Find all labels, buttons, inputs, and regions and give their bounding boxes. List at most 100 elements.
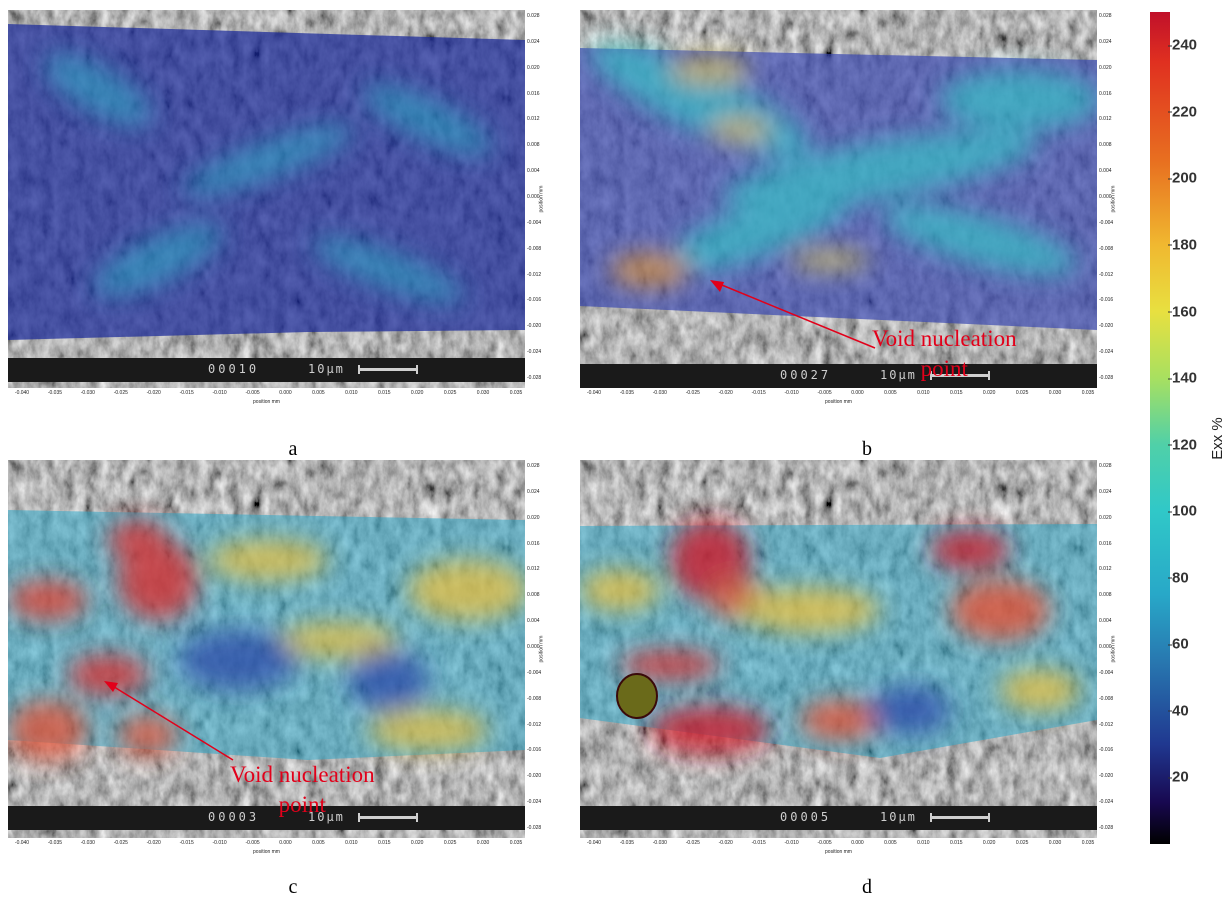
- x-tick-label: -0.040: [14, 390, 30, 396]
- sem-info-bar: 00027 10μm: [580, 364, 1097, 388]
- scale-bar: [930, 371, 990, 380]
- x-tick-label: 0.020: [982, 840, 996, 846]
- y-tick-label: -0.020: [527, 773, 542, 780]
- x-tick-label: -0.025: [113, 840, 128, 846]
- y-tick-label: 0.000: [1099, 194, 1112, 200]
- x-tick-label: 0.000: [851, 840, 864, 846]
- x-tick-label: -0.035: [619, 840, 635, 846]
- x-tick-label: -0.030: [652, 390, 667, 396]
- y-tick-label: 0.016: [527, 90, 540, 97]
- colorbar-tick-label: 140: [1167, 369, 1198, 387]
- y-tick-label: 0.008: [1099, 592, 1112, 599]
- x-axis-a: position mm -0.040 -0.035 -0.030 -0.025 -0.02…: [8, 388, 525, 410]
- y-tick-label: 0.028: [527, 463, 540, 469]
- colorbar: [1150, 12, 1170, 844]
- y-tick-label: 0.012: [527, 566, 540, 573]
- y-tick-label: -0.028: [1099, 375, 1114, 381]
- x-tick-label: -0.015: [751, 840, 766, 846]
- y-tick-label: 0.004: [527, 168, 540, 175]
- x-tick-label: -0.025: [685, 390, 700, 396]
- x-tick-label: -0.015: [179, 840, 194, 846]
- y-tick-label: 0.028: [1099, 13, 1112, 19]
- y-tick-label: -0.024: [527, 799, 542, 806]
- sem-image-c: 00003 10μm Void nucleation point: [8, 460, 525, 838]
- sem-image-a: 00010 10μm: [8, 10, 525, 388]
- scale-label: 10μm: [308, 810, 345, 824]
- y-tick-label: -0.020: [527, 323, 542, 330]
- annotation-line: point: [278, 792, 326, 817]
- x-tick-label: -0.010: [784, 840, 799, 846]
- panel-caption: a: [288, 438, 298, 460]
- y-axis-b: position mm 0.028 0.024 0.020 0.016 0.012 0.00…: [1097, 10, 1127, 388]
- y-tick-label: -0.020: [1099, 323, 1114, 330]
- scale-label: 10μm: [880, 810, 917, 824]
- colorbar-label: Exx %: [1208, 417, 1226, 460]
- x-tick-label: -0.035: [47, 840, 63, 846]
- y-tick-label: 0.020: [527, 514, 540, 521]
- panel-caption: d: [862, 876, 872, 898]
- x-tick-label: -0.025: [685, 840, 700, 846]
- x-tick-label: 0.030: [1048, 390, 1062, 396]
- x-tick-label: -0.005: [245, 840, 260, 846]
- y-tick-label: -0.016: [1099, 747, 1114, 754]
- y-tick-label: -0.004: [527, 669, 542, 676]
- colorbar-tick-label: 80: [1168, 569, 1189, 587]
- x-tick-label: -0.010: [212, 840, 227, 846]
- x-tick-label: -0.020: [718, 390, 733, 396]
- y-tick-label: -0.012: [527, 271, 542, 278]
- annotation-line: point: [920, 356, 968, 381]
- x-tick-label: 0.015: [378, 840, 391, 846]
- x-tick-label: 0.015: [950, 840, 963, 846]
- x-tick-label: 0.025: [443, 390, 457, 396]
- annotation-line: Void nucleation: [230, 762, 375, 787]
- y-tick-label: -0.016: [527, 747, 542, 754]
- sem-texture: [8, 460, 525, 838]
- x-tick-label: -0.020: [146, 390, 161, 396]
- colorbar-ticks: 240 220 200 180 160 140 120 100 80 60 40 20: [1167, 12, 1202, 844]
- x-tick-label: 0.010: [345, 390, 358, 396]
- scale-label: 10μm: [880, 368, 917, 382]
- annotation-arrow: [104, 681, 234, 761]
- x-axis-d: position mm -0.040 -0.035 -0.030 -0.025 -0.02…: [580, 838, 1097, 860]
- x-tick-label: 0.005: [884, 390, 897, 396]
- x-tick-label: 0.030: [476, 390, 490, 396]
- y-tick-label: 0.000: [527, 194, 540, 200]
- x-tick-label: 0.015: [378, 390, 391, 396]
- colorbar-tick-label: 160: [1167, 303, 1198, 321]
- y-tick-label: -0.004: [1099, 219, 1114, 226]
- y-tick-label: 0.016: [1099, 90, 1112, 97]
- x-tick-label: 0.000: [851, 390, 864, 396]
- sem-info-bar: 00003 10μm: [8, 806, 525, 830]
- y-tick-label: -0.016: [527, 297, 542, 304]
- y-tick-label: 0.016: [1099, 540, 1112, 547]
- x-tick-label: -0.010: [784, 390, 799, 396]
- x-tick-label: 0.010: [917, 840, 930, 846]
- y-tick-label: -0.024: [1099, 349, 1114, 356]
- colorbar-tick-label: 60: [1168, 635, 1189, 653]
- sem-info-bar: 00005 10μm: [580, 806, 1097, 830]
- annotation-arrow: [710, 280, 876, 349]
- y-tick-label: -0.008: [527, 245, 542, 252]
- void-nucleation-label: Void nucleation point: [872, 324, 1017, 384]
- y-tick-label: 0.024: [527, 488, 540, 495]
- y-tick-label: 0.028: [527, 13, 540, 19]
- x-tick-label: -0.030: [80, 390, 95, 396]
- y-tick-label: -0.020: [1099, 773, 1114, 780]
- scale-bar: [930, 813, 990, 822]
- x-tick-label: 0.025: [443, 840, 457, 846]
- y-tick-label: 0.012: [527, 116, 540, 123]
- scale-bar: [358, 813, 418, 822]
- y-tick-label: 0.020: [1099, 64, 1112, 71]
- x-tick-label: 0.035: [1081, 840, 1095, 846]
- x-tick-label: 0.020: [982, 390, 996, 396]
- colorbar-tick-label: 220: [1167, 103, 1198, 121]
- scale-bar: [358, 365, 418, 374]
- y-tick-label: -0.012: [1099, 271, 1114, 278]
- void: [616, 673, 658, 719]
- y-tick-label: 0.012: [1099, 116, 1112, 123]
- x-tick-label: -0.015: [751, 390, 766, 396]
- frame-number: 00027: [780, 368, 832, 382]
- y-tick-label: -0.016: [1099, 297, 1114, 304]
- x-axis-unit: position mm: [253, 849, 280, 855]
- x-tick-label: 0.025: [1015, 840, 1029, 846]
